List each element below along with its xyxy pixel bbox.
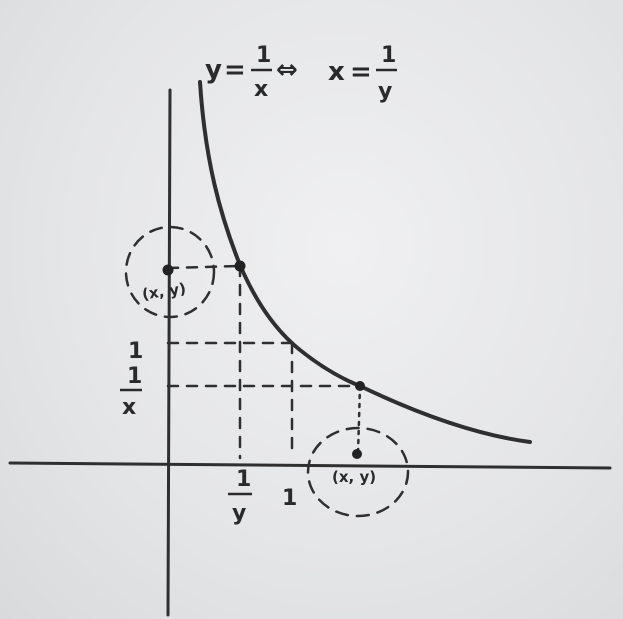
point-original [352, 449, 362, 459]
label-point-original: (x, y) [332, 468, 376, 486]
eq-den-2: y [378, 79, 392, 104]
label-one-over-y: 1 y [228, 467, 252, 526]
frac-y-den: x [122, 395, 136, 420]
x-axis [8, 461, 612, 470]
dash-y-level-point [166, 264, 242, 270]
dotted-vertical-x [356, 384, 362, 456]
eq-num-1: 1 [256, 43, 271, 68]
label-one-over-x: 1 x [120, 364, 142, 420]
eq-num-2: 1 [381, 43, 396, 68]
equation: y = 1 x ⇔ x = 1 y [205, 43, 397, 104]
helper-lines [166, 264, 362, 460]
frac-y-num: 1 [127, 364, 142, 389]
frac-x-num: 1 [236, 467, 251, 492]
label-point-reflected: (x, y) [141, 279, 187, 303]
circle-original-point [306, 426, 410, 518]
eq-lhs: y [205, 55, 222, 85]
eq-mid: x [328, 57, 345, 87]
point-reflected [162, 264, 174, 276]
eq-den-1: x [254, 77, 268, 102]
point-on-curve-lower [355, 381, 365, 391]
label-one-y-axis: 1 [128, 339, 143, 364]
frac-x-den: y [232, 501, 246, 526]
point-on-curve-upper [234, 260, 246, 272]
hyperbola-curve [198, 80, 532, 444]
circle-reflected-point [124, 225, 216, 319]
eq-equals-2: = [350, 57, 372, 87]
eq-equals-1: = [224, 55, 246, 85]
eq-iff: ⇔ [276, 55, 298, 85]
label-one-x-axis: 1 [282, 486, 297, 511]
y-axis [166, 88, 172, 617]
